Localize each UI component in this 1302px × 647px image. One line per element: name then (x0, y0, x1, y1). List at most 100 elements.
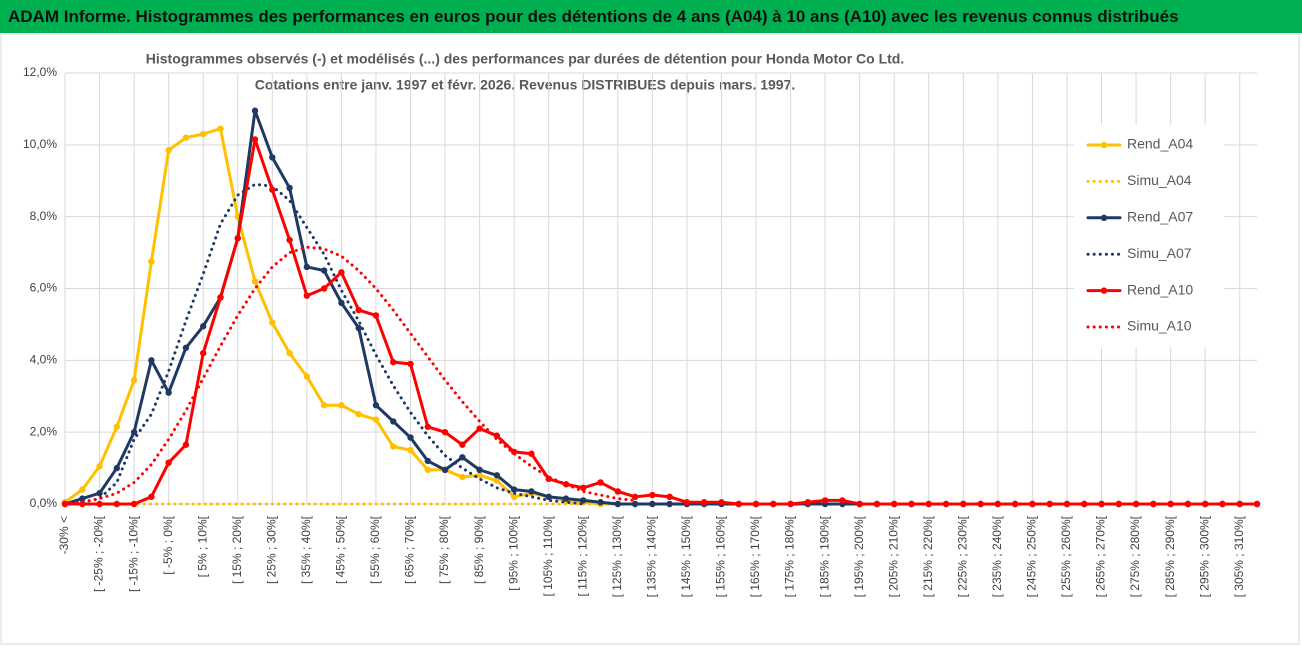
data-point (165, 147, 172, 154)
data-point (666, 500, 673, 508)
data-point (1150, 500, 1157, 508)
legend-label: Simu_A10 (1127, 318, 1192, 334)
chart-subtitle: Cotations entre janv. 1997 et févr. 2026… (255, 77, 796, 93)
data-point (182, 344, 190, 351)
data-point (424, 466, 431, 474)
data-point (839, 497, 846, 504)
data-point (683, 499, 691, 506)
x-tick-label: [ 35% ; 40%[ (299, 515, 313, 584)
data-point (1081, 500, 1088, 508)
x-tick-label: [ 15% ; 20%[ (230, 515, 244, 584)
data-point (113, 500, 121, 508)
x-tick-label: [ -5% ; 0%[ (161, 515, 175, 574)
series-line (63, 182, 585, 506)
data-point (1098, 500, 1105, 508)
data-point (182, 134, 190, 141)
data-point (1132, 500, 1140, 508)
x-tick-label: [ -25% ; -20%[ (92, 515, 106, 592)
legend-marker (1100, 287, 1108, 294)
data-point (1184, 500, 1192, 508)
x-tick-label: [ -15% ; -10%[ (126, 515, 140, 592)
data-point (994, 500, 1002, 508)
data-point (96, 490, 103, 497)
data-point (476, 466, 483, 474)
data-point (303, 373, 311, 380)
x-tick-label: [ 275% ; 280%[ (1128, 515, 1142, 597)
data-point (752, 500, 760, 508)
data-point (804, 499, 812, 506)
data-point (372, 402, 380, 409)
data-point (476, 472, 483, 479)
data-point (580, 497, 587, 504)
x-tick-label: [ 145% ; 150%[ (679, 515, 693, 597)
data-point (493, 477, 501, 484)
data-point (597, 499, 604, 506)
x-tick-label: [ 195% ; 200%[ (852, 515, 866, 597)
data-point (873, 500, 881, 508)
data-point (355, 324, 362, 332)
data-point (303, 292, 311, 299)
x-tick-label: [ 75% ; 80%[ (437, 515, 451, 584)
data-point (390, 358, 397, 366)
legend-label: Rend_A10 (1127, 281, 1193, 297)
data-point (200, 130, 207, 138)
y-tick-label: 8,0% (30, 209, 58, 223)
data-point (269, 186, 276, 193)
x-tick-label: [ 185% ; 190%[ (817, 515, 831, 597)
data-point (372, 312, 380, 319)
x-tick-label: [ 285% ; 290%[ (1163, 515, 1177, 597)
data-point (614, 500, 622, 508)
y-tick-label: 12,0% (23, 65, 57, 79)
data-point (908, 500, 915, 508)
data-point (977, 500, 984, 508)
data-point (476, 425, 483, 432)
data-point (856, 500, 863, 508)
data-point (200, 323, 207, 330)
data-point (597, 479, 604, 486)
y-tick-label: 0,0% (30, 496, 58, 510)
data-point (821, 497, 829, 504)
data-point (320, 402, 328, 409)
x-tick-label: -30% < (57, 516, 71, 554)
x-tick-label: [ 265% ; 270%[ (1094, 515, 1108, 597)
legend-label: Rend_A07 (1127, 209, 1193, 225)
data-point (251, 107, 259, 114)
x-tick-label: [ 65% ; 70%[ (403, 515, 417, 584)
data-point (130, 428, 138, 436)
data-point (424, 423, 431, 430)
data-point (562, 495, 570, 502)
data-point (217, 294, 224, 301)
x-tick-label: [ 135% ; 140%[ (645, 515, 659, 597)
data-point (96, 463, 103, 470)
data-point (528, 450, 535, 457)
data-point (390, 418, 397, 425)
data-point (718, 499, 725, 506)
data-point (320, 285, 328, 292)
data-point (666, 493, 673, 501)
data-point (459, 473, 466, 481)
data-point (165, 459, 172, 466)
x-tick-label: [ 215% ; 220%[ (921, 515, 935, 597)
data-point (130, 376, 138, 384)
data-point (286, 236, 293, 244)
data-point (700, 499, 708, 506)
x-tick-label: [ 55% ; 60%[ (368, 515, 382, 584)
x-tick-label: [ 105% ; 110%[ (541, 515, 555, 596)
x-tick-label: [ 175% ; 180%[ (783, 515, 797, 597)
data-point (510, 486, 518, 493)
data-point (1201, 500, 1209, 508)
data-point (148, 258, 155, 265)
data-point (165, 389, 172, 396)
data-point (79, 495, 86, 502)
data-point (631, 493, 639, 501)
x-tick-label: [ 115% ; 120%[ (575, 515, 589, 596)
data-point (303, 263, 311, 271)
data-point (148, 493, 155, 501)
x-tick-label: [ 155% ; 160%[ (714, 515, 728, 597)
data-point (1219, 500, 1226, 508)
data-point (286, 184, 293, 192)
data-point (148, 357, 155, 364)
x-tick-label: [ 205% ; 210%[ (886, 515, 900, 597)
data-point (269, 154, 276, 161)
legend-label: Simu_A04 (1127, 172, 1192, 188)
